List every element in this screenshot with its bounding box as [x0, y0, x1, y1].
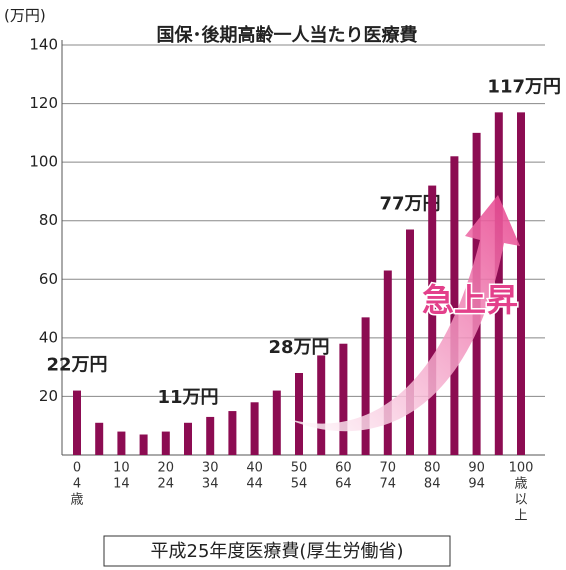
y-tick-label: 80: [39, 211, 58, 229]
bar: [251, 402, 259, 455]
bar: [228, 411, 236, 455]
unit-label: (万円): [4, 7, 46, 25]
y-tick-label: 100: [29, 153, 58, 171]
y-tick-label: 140: [29, 36, 58, 54]
x-tick-label: 74: [380, 477, 397, 492]
x-tick-label: 60: [335, 461, 352, 476]
bar: [517, 112, 525, 455]
bar: [184, 423, 192, 455]
chart-title: 国保･後期高齢一人当たり医療費: [157, 24, 418, 46]
x-tick-label: 歳: [70, 493, 83, 508]
x-tick-label: 34: [202, 477, 219, 492]
y-tick-label: 20: [39, 387, 58, 405]
annotation: 急上昇: [422, 281, 518, 319]
value-label: 117万円: [487, 76, 561, 97]
x-tick-label: 50: [291, 461, 308, 476]
x-tick-label: 以: [514, 493, 527, 508]
x-tick-label: 40: [246, 461, 263, 476]
x-tick-label: 30: [202, 461, 219, 476]
bar: [428, 186, 436, 455]
x-tick-label: 70: [380, 461, 397, 476]
x-tick-label: 10: [113, 461, 130, 476]
bar: [162, 432, 170, 455]
x-tick-label: 24: [158, 477, 175, 492]
x-tick-label: 80: [424, 461, 441, 476]
bar: [317, 355, 325, 455]
value-label: 22万円: [46, 355, 107, 376]
bar: [140, 435, 148, 456]
bar: [206, 417, 214, 455]
x-tick-label: 100: [509, 461, 534, 476]
y-tick-label: 120: [29, 94, 58, 112]
value-label: 11万円: [157, 387, 218, 408]
bar: [73, 391, 81, 455]
y-tick-label: 60: [39, 270, 58, 288]
x-tick-label: 94: [468, 477, 485, 492]
x-tick-label: 84: [424, 477, 441, 492]
bar: [95, 423, 103, 455]
x-tick-label: 0: [73, 461, 81, 476]
bar: [295, 373, 303, 455]
bar: [339, 344, 347, 455]
x-tick-label: 44: [246, 477, 263, 492]
x-tick-label: 14: [113, 477, 130, 492]
x-tick-label: 上: [514, 509, 527, 524]
bar: [406, 230, 414, 456]
chart: (万円) 国保･後期高齢一人当たり医療費 2040608010012014004…: [0, 0, 566, 570]
x-tick-label: 20: [158, 461, 175, 476]
bar: [384, 271, 392, 456]
x-tick-label: 4: [73, 477, 81, 492]
source: 平成25年度医療費(厚生労働省): [151, 541, 404, 562]
bar: [117, 432, 125, 455]
x-tick-label: 64: [335, 477, 352, 492]
x-tick-label: 90: [468, 461, 485, 476]
bar: [273, 391, 281, 455]
value-label: 28万円: [268, 337, 329, 358]
bar: [362, 317, 370, 455]
x-tick-label: 歳: [514, 477, 527, 492]
x-tick-label: 54: [291, 477, 308, 492]
y-tick-label: 40: [39, 328, 58, 346]
